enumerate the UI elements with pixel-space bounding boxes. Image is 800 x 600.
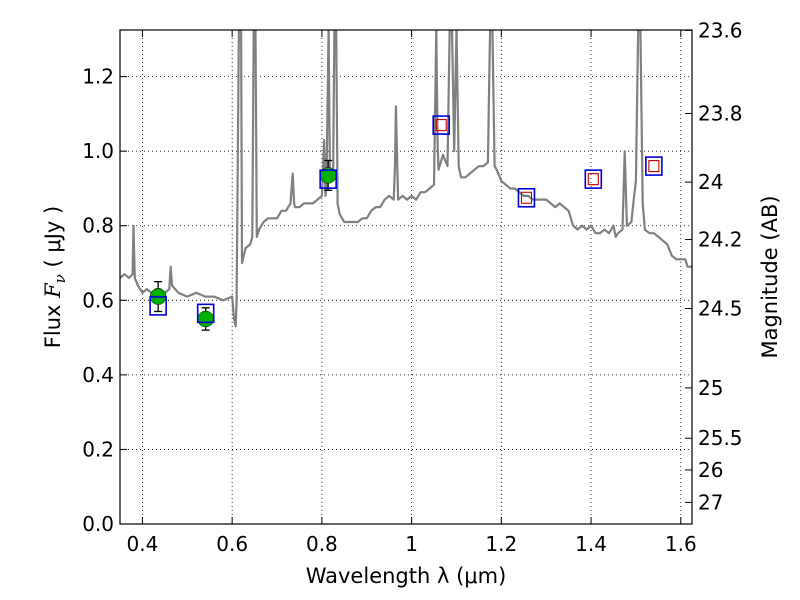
synthetic-inner-square bbox=[520, 191, 533, 204]
right-axis-label: Magnitude (AB) bbox=[758, 195, 782, 358]
synthetic-square bbox=[149, 296, 167, 316]
y-axis-label-subscript: ν bbox=[51, 274, 69, 283]
plot-frame bbox=[119, 29, 693, 525]
synthetic-square bbox=[517, 187, 536, 208]
y-axis-label-symbol: F bbox=[41, 282, 65, 299]
synthetic-square bbox=[196, 303, 215, 324]
right-tick-label: 26 bbox=[698, 458, 723, 482]
x-tick-label: 1.2 bbox=[485, 532, 517, 556]
axes: 0.4 0.6 0.8 1 1.2 1.4 1.6 0.0 0.2 0.4 0.6 0.8 1.0 1.2… bbox=[82, 18, 742, 556]
x-tick-label: 0.6 bbox=[216, 532, 248, 556]
right-tick-label: 23.6 bbox=[698, 18, 743, 42]
x-tick-label: 1 bbox=[405, 532, 418, 556]
x-tick-label: 0.4 bbox=[127, 532, 159, 556]
right-tick-label: 24.2 bbox=[698, 228, 743, 252]
x-axis-label: Wavelength λ (μm) bbox=[306, 564, 507, 588]
right-tick-label: 24 bbox=[698, 170, 723, 194]
right-tick-label: 24.5 bbox=[698, 297, 743, 321]
spectrum-layer bbox=[120, 30, 692, 328]
x-tick-label: 1.4 bbox=[575, 532, 607, 556]
synthetic-square bbox=[319, 169, 337, 189]
x-tick-label: 0.8 bbox=[306, 532, 338, 556]
synthetic-inner-square bbox=[587, 173, 599, 186]
x-tick-label: 1.6 bbox=[665, 532, 697, 556]
y-tick-label: 0.6 bbox=[82, 288, 114, 312]
y-tick-label: 1.0 bbox=[82, 139, 114, 163]
y-tick-label: 1.2 bbox=[82, 65, 114, 89]
synthetic-square bbox=[645, 156, 663, 176]
y-axis-label-suffix: ( μJy ) bbox=[41, 206, 65, 274]
observed-point bbox=[197, 310, 214, 328]
y-axis-label: Flux Fν ( μJy ) bbox=[41, 206, 69, 348]
y-tick-label: 0.2 bbox=[82, 437, 114, 461]
marker-layer bbox=[149, 115, 663, 331]
y-tick-label: 0.0 bbox=[82, 512, 114, 536]
synthetic-square bbox=[432, 115, 451, 135]
synthetic-square bbox=[584, 169, 603, 189]
y-axis-label-prefix: Flux bbox=[41, 298, 65, 348]
synthetic-inner-square bbox=[435, 119, 447, 132]
y-tick-label: 0.8 bbox=[82, 214, 114, 238]
right-tick-label: 27 bbox=[698, 490, 723, 514]
right-tick-label: 25.5 bbox=[698, 426, 743, 450]
right-tick-label: 25 bbox=[698, 376, 723, 400]
spectrum-line bbox=[120, 30, 692, 328]
right-tick-label: 23.8 bbox=[698, 102, 743, 126]
synthetic-inner-square bbox=[648, 160, 660, 173]
y-tick-label: 0.4 bbox=[82, 363, 114, 387]
